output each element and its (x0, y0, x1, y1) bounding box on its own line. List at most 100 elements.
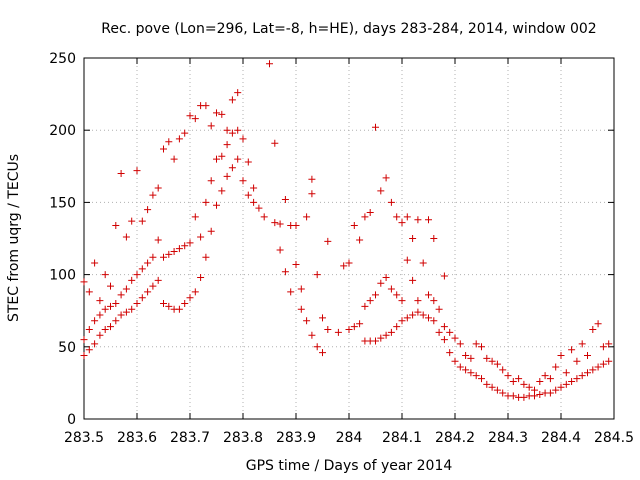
data-point (228, 164, 236, 172)
data-point (213, 201, 220, 209)
data-point (281, 196, 289, 204)
y-tick-label: 250 (49, 51, 76, 67)
data-point (578, 372, 586, 380)
data-point (281, 268, 289, 276)
data-point (181, 129, 189, 137)
data-point (403, 256, 411, 264)
data-point (403, 314, 411, 322)
x-tick-label: 284 (336, 430, 363, 446)
data-point (520, 393, 528, 401)
data-point (425, 314, 432, 322)
data-point (409, 276, 417, 284)
data-point (462, 366, 470, 374)
data-point (260, 213, 268, 221)
data-point (478, 375, 485, 383)
data-point (414, 308, 422, 316)
data-point (536, 377, 544, 385)
data-point (393, 323, 401, 331)
data-point (509, 392, 517, 400)
data-point (366, 297, 374, 305)
data-point (589, 325, 597, 333)
data-point (117, 291, 125, 299)
data-point (85, 325, 93, 333)
data-point (541, 372, 549, 380)
data-point (573, 357, 581, 365)
data-point (186, 112, 194, 120)
data-point (467, 369, 475, 377)
data-point (112, 317, 120, 325)
data-point (372, 337, 379, 345)
data-point (430, 317, 438, 325)
data-point (96, 297, 104, 305)
data-point (165, 302, 173, 310)
data-point (191, 213, 199, 221)
data-point (446, 349, 454, 357)
data-point (398, 219, 406, 227)
data-point (128, 305, 136, 313)
data-point (80, 351, 88, 359)
data-point (223, 126, 231, 134)
data-point (107, 282, 114, 290)
data-point (234, 89, 242, 97)
data-point (552, 386, 560, 394)
data-point (414, 216, 422, 224)
data-point (440, 272, 448, 280)
data-point (133, 167, 141, 175)
data-point (292, 222, 300, 230)
data-point (483, 354, 491, 362)
data-point (488, 357, 496, 365)
data-point (144, 288, 152, 296)
data-point (154, 276, 162, 284)
data-point (191, 288, 199, 296)
y-tick-label: 50 (58, 340, 76, 356)
data-point (557, 351, 565, 359)
y-axis-label: STEC from uqrg / TECUs (6, 154, 22, 322)
data-point (244, 191, 252, 199)
data-point (599, 360, 607, 368)
data-point (393, 213, 401, 221)
data-point (218, 152, 226, 160)
data-point (250, 184, 258, 192)
data-point (451, 357, 459, 365)
y-tick-label: 150 (49, 195, 76, 211)
data-point (377, 187, 385, 195)
data-point (387, 285, 395, 293)
data-point (202, 102, 210, 110)
data-point (313, 343, 321, 351)
data-point (266, 60, 273, 68)
data-point (546, 389, 554, 397)
data-point (149, 282, 157, 290)
data-point (101, 305, 109, 313)
data-point (149, 191, 157, 199)
data-point (319, 349, 326, 357)
x-tick-label: 283.9 (276, 430, 316, 446)
x-tick-label: 284.3 (488, 430, 528, 446)
data-point (372, 291, 379, 299)
data-point (165, 138, 173, 146)
data-point (520, 380, 528, 388)
x-tick-label: 284.4 (541, 430, 581, 446)
data-point (271, 219, 279, 227)
data-point (122, 233, 130, 241)
data-point (197, 233, 205, 241)
axis-ticks: 283.5 283.6 283.7 283.8 283.9 284 284.1 284.2 28… (49, 51, 634, 446)
data-point (122, 285, 130, 293)
data-point (398, 297, 406, 305)
data-point (525, 383, 533, 391)
data-point (181, 242, 189, 250)
data-point (228, 96, 236, 104)
data-point (202, 198, 210, 206)
data-point (361, 302, 369, 310)
y-tick-label: 100 (49, 268, 76, 284)
data-point (308, 175, 316, 183)
data-point (292, 260, 300, 268)
data-points (80, 60, 613, 401)
data-point (382, 174, 390, 182)
x-tick-label: 283.5 (64, 430, 104, 446)
data-point (255, 204, 263, 212)
data-point (536, 390, 544, 398)
data-point (345, 325, 353, 333)
data-point (96, 331, 104, 339)
x-tick-label: 284.2 (435, 430, 475, 446)
